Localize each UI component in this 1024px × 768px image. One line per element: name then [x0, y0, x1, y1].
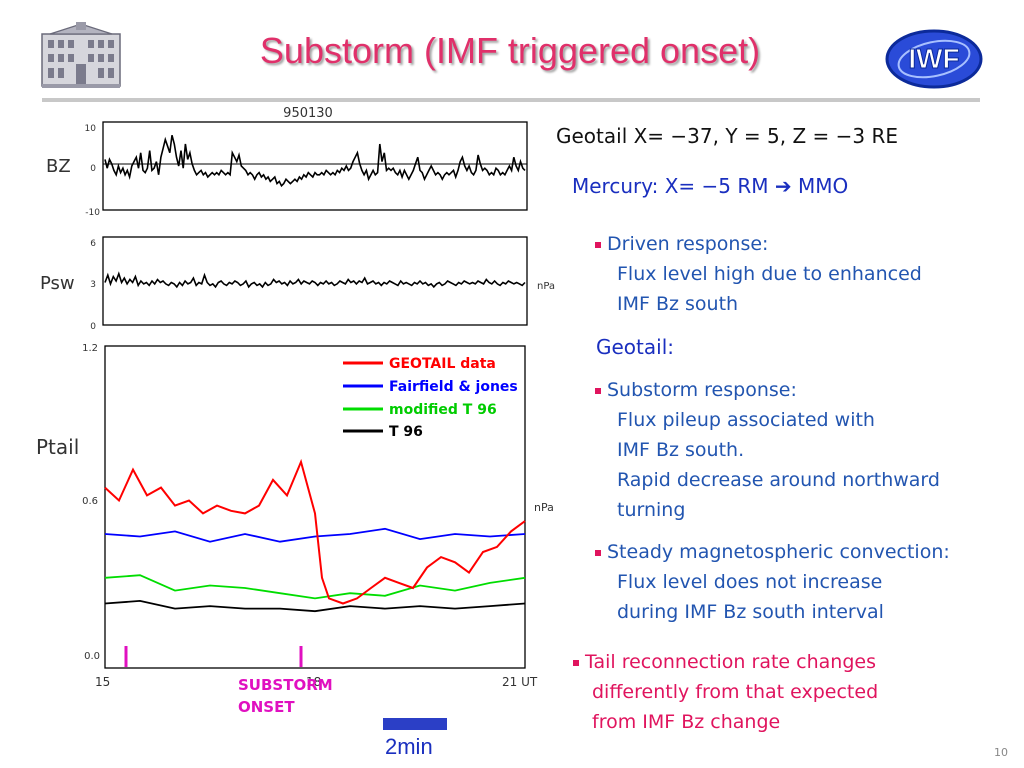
bz-axis-label: BZ: [46, 156, 71, 177]
t96-series-line: [104, 599, 526, 613]
tail-line-1: Tail reconnection rate changes: [585, 651, 876, 673]
psw-unit: nPa: [537, 281, 555, 292]
slide-title: Substorm (IMF triggered onset): [259, 30, 761, 71]
ptail-xtick-21ut: 21 UT: [502, 675, 538, 689]
steady-convection-block: Steady magnetospheric convection: Flux l…: [595, 537, 950, 627]
tail-line-2: differently from that expected: [592, 681, 879, 703]
driven-response-heading: Driven response:: [607, 233, 769, 255]
svg-text:IWF: IWF: [908, 43, 959, 74]
date-label: 950130: [283, 106, 333, 121]
bz-tick-0: 0: [90, 164, 96, 174]
steady-line-1: Flux level does not increase: [617, 571, 883, 593]
substorm-label: SUBSTORM: [238, 676, 333, 694]
onset-label: ONSET: [238, 698, 295, 716]
psw-axis-label: Psw: [40, 273, 75, 294]
ptail-tick-0-0: 0.0: [84, 651, 100, 662]
title-divider: [42, 98, 980, 102]
driven-line-1: Flux level high due to enhanced: [617, 263, 922, 285]
bz-panel-frame: [102, 121, 528, 211]
legend-label-fairfield: Fairfield & jones: [389, 379, 518, 395]
legend-label-modified-t96: modified T 96: [389, 402, 497, 418]
driven-line-2: IMF Bz south: [617, 293, 739, 315]
ptail-panel-frame: [104, 345, 526, 669]
institution-building-logo: [40, 22, 122, 94]
substorm-line-3: Rapid decrease around northward: [617, 469, 940, 491]
time-scale-bar: [383, 718, 447, 730]
substorm-line-4: turning: [617, 499, 686, 521]
bz-series-line: [104, 134, 526, 188]
ptail-axis-label: Ptail: [36, 435, 79, 459]
geotail-heading: Geotail:: [596, 335, 674, 359]
mercury-heading: Mercury: X= −5 RM ➔ MMO: [572, 174, 849, 198]
psw-tick-0: 0: [90, 322, 96, 332]
bz-tick-10: 10: [85, 124, 97, 134]
bullet-square: [595, 241, 601, 248]
page-number: 10: [994, 746, 1008, 759]
ptail-xtick-15: 15: [95, 675, 110, 689]
ptail-tick-0-6: 0.6: [82, 496, 98, 507]
substorm-line-2: IMF Bz south.: [617, 439, 745, 461]
driven-response-block: Driven response: Flux level high due to …: [595, 229, 922, 319]
ptail-tick-1-2: 1.2: [82, 343, 98, 354]
psw-tick-3: 3: [90, 280, 96, 290]
substorm-response-heading: Substorm response:: [607, 379, 797, 401]
steady-line-2: during IMF Bz south interval: [617, 601, 884, 623]
modified-t96-series-line: [104, 574, 526, 600]
psw-panel-frame: [102, 236, 528, 326]
fairfield-series-line: [104, 527, 526, 543]
substorm-line-1: Flux pileup associated with: [617, 409, 875, 431]
bullet-square: [573, 659, 579, 666]
steady-convection-heading: Steady magnetospheric convection:: [607, 541, 950, 563]
iwf-logo: IWF: [884, 26, 984, 96]
ptail-legend: GEOTAIL data Fairfield & jones modified …: [343, 356, 518, 440]
legend-label-geotail: GEOTAIL data: [389, 356, 496, 372]
ptail-xtick-18: 18: [306, 675, 321, 689]
geotail-coordinates: Geotail X= −37, Y = 5, Z = −3 RE: [556, 124, 899, 148]
time-scale-label: 2min: [385, 734, 433, 759]
legend-label-t96: T 96: [389, 424, 423, 440]
psw-series-line: [104, 271, 526, 289]
bz-tick-neg10: -10: [85, 208, 100, 218]
tail-line-3: from IMF Bz change: [592, 711, 781, 733]
ptail-unit: nPa: [534, 501, 554, 514]
substorm-response-block: Substorm response: Flux pileup associate…: [595, 375, 940, 525]
tail-reconnection-block: Tail reconnection rate changes different…: [573, 647, 878, 737]
psw-tick-6: 6: [90, 239, 96, 249]
bullet-square: [595, 549, 601, 556]
geotail-series-line: [104, 458, 526, 605]
bullet-square: [595, 387, 601, 394]
